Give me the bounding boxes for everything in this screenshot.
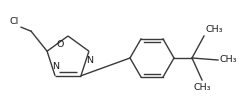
Text: CH₃: CH₃ (193, 83, 211, 92)
Text: O: O (57, 40, 64, 49)
Text: CH₃: CH₃ (220, 56, 238, 64)
Text: Cl: Cl (10, 17, 19, 26)
Text: CH₃: CH₃ (206, 25, 223, 34)
Text: N: N (86, 56, 93, 65)
Text: N: N (53, 62, 60, 71)
